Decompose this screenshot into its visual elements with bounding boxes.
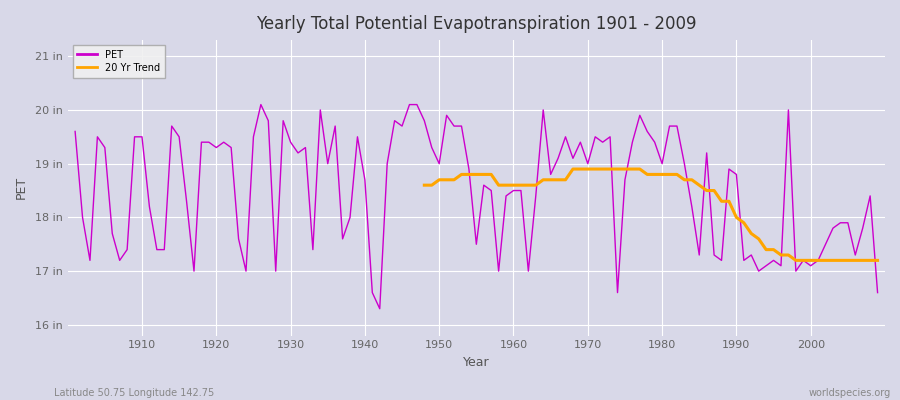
Title: Yearly Total Potential Evapotranspiration 1901 - 2009: Yearly Total Potential Evapotranspiratio… [256,15,697,33]
Y-axis label: PET: PET [15,176,28,200]
Line: PET: PET [75,104,878,309]
Line: 20 Yr Trend: 20 Yr Trend [424,169,878,260]
PET [523,269,534,274]
Text: Latitude 50.75 Longitude 142.75: Latitude 50.75 Longitude 142.75 [54,388,214,398]
PET [130,134,140,139]
PET [345,215,356,220]
Text: worldspecies.org: worldspecies.org [809,388,891,398]
PET [300,145,310,150]
20 Yr Trend [538,177,549,182]
X-axis label: Year: Year [463,356,490,369]
PET [516,188,526,193]
20 Yr Trend [508,183,519,188]
PET [612,290,623,295]
20 Yr Trend [649,172,660,177]
20 Yr Trend [701,188,712,193]
20 Yr Trend [872,258,883,263]
20 Yr Trend [418,183,429,188]
Legend: PET, 20 Yr Trend: PET, 20 Yr Trend [73,45,165,78]
PET [69,129,80,134]
20 Yr Trend [828,258,839,263]
PET [374,306,385,311]
20 Yr Trend [456,172,467,177]
PET [256,102,266,107]
20 Yr Trend [568,167,579,172]
20 Yr Trend [790,258,801,263]
PET [872,290,883,295]
